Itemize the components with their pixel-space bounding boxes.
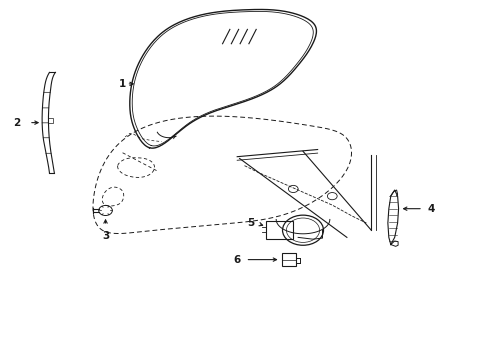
Text: 5: 5 [246, 218, 254, 228]
Bar [281, 253, 296, 266]
Bar [48, 118, 53, 123]
Text: 3: 3 [102, 231, 109, 241]
Text: 4: 4 [427, 204, 434, 214]
Text: 2: 2 [13, 118, 20, 128]
Text: 1: 1 [119, 79, 126, 89]
Polygon shape [42, 72, 55, 173]
Text: 6: 6 [233, 255, 240, 265]
Polygon shape [387, 190, 398, 244]
Bar [266, 221, 293, 239]
